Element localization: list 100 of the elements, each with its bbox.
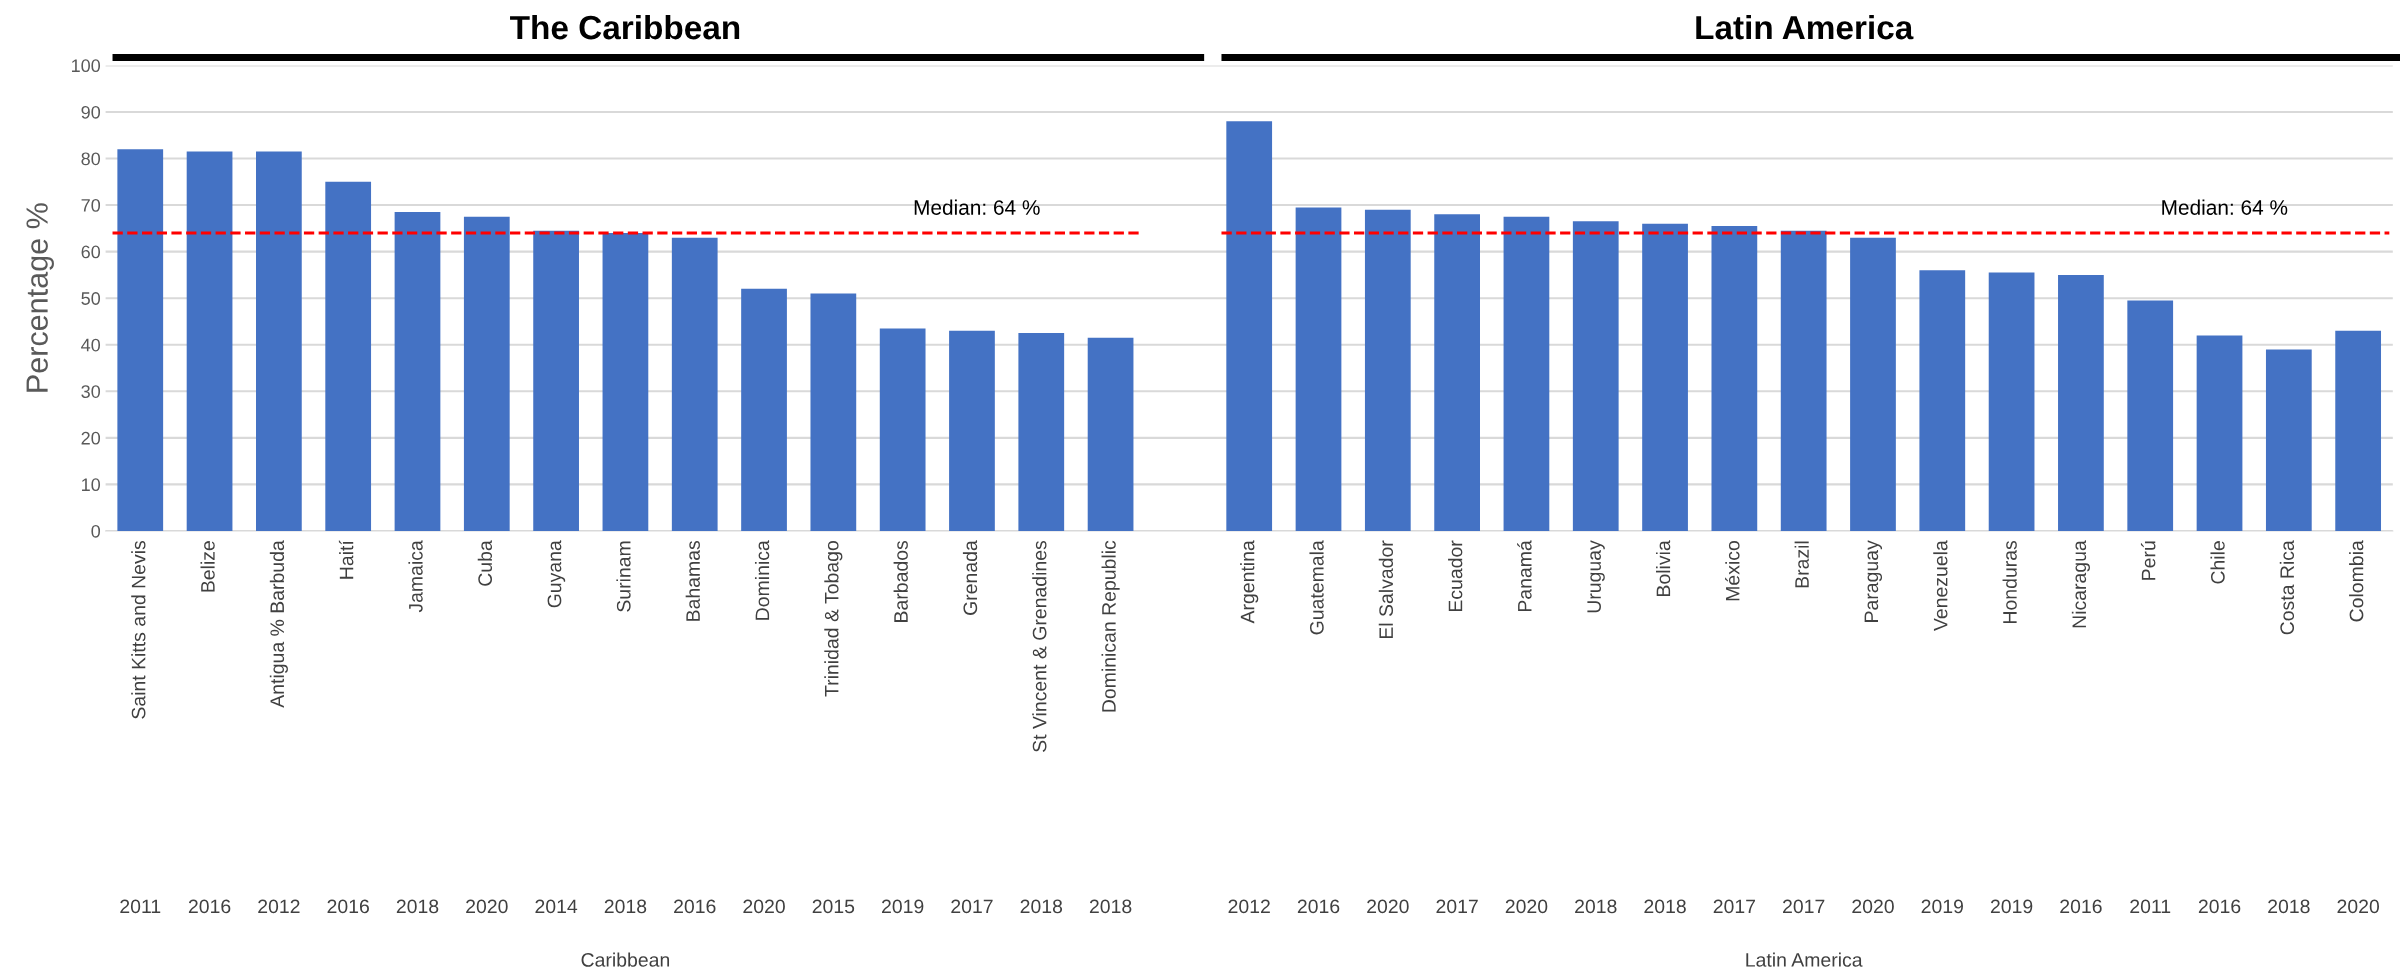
- text: 2012: [258, 899, 300, 914]
- bar: [256, 151, 302, 531]
- text: 2018: [1089, 899, 1132, 914]
- y-tick-label: 50: [81, 292, 101, 305]
- bar: [810, 293, 857, 531]
- text: 2016: [327, 899, 369, 914]
- text: 2018: [604, 899, 647, 914]
- x-tick-label: Ecuador: [1448, 540, 1463, 612]
- x-tick-label: Costa Rica: [2279, 540, 2295, 635]
- text: 2015: [812, 899, 855, 914]
- text: 2018: [1575, 899, 1617, 914]
- x-tick-label: Dominican Republic: [1101, 540, 1120, 712]
- x-tick-label: Nicaragua: [2071, 540, 2090, 628]
- bar: [1018, 333, 1065, 531]
- bar: [1226, 121, 1273, 531]
- y-axis-title: Percentage %: [26, 203, 54, 392]
- bar: [2196, 335, 2243, 531]
- bar: [1087, 337, 1134, 531]
- y-tick-label: 0: [91, 524, 101, 538]
- text: 2017: [951, 899, 993, 914]
- x-tick-label: St Vincent & Grenadines: [1032, 540, 1047, 752]
- bar: [1919, 270, 1966, 531]
- bar: [117, 149, 164, 531]
- y-tick-label: 20: [81, 431, 101, 445]
- x-tick-label: Trinidad & Tobago: [824, 541, 843, 697]
- bar: [2058, 274, 2104, 531]
- text: 2019: [882, 899, 924, 914]
- x-tick-label: Brazil: [1794, 541, 1809, 588]
- text: 2020: [1367, 899, 1409, 914]
- x-tick-label: Guyana: [547, 540, 566, 608]
- x-tick-label: Bahamas: [685, 540, 700, 621]
- x-tick-label: Chile: [2210, 541, 2225, 584]
- x-tick-label: Dominica: [754, 540, 770, 620]
- text: 2019: [1921, 899, 1963, 914]
- bar: [1642, 223, 1688, 531]
- text: 2018: [2268, 899, 2310, 914]
- x-tick-label: Cuba: [477, 540, 493, 586]
- text: The Caribbean: [510, 14, 740, 40]
- bar: [325, 181, 372, 531]
- bar: [741, 288, 787, 531]
- annotation: Median: 64 %: [2162, 199, 2288, 215]
- text: 2020: [1505, 899, 1548, 914]
- bar: [671, 237, 718, 531]
- x-tick-label: Jamaica: [408, 540, 423, 613]
- bar: [394, 212, 441, 531]
- y-tick-label: 80: [81, 152, 101, 166]
- bar: [2127, 300, 2174, 531]
- x-tick-label: Surinam: [616, 541, 631, 612]
- x-tick-label: Grenada: [962, 540, 978, 615]
- y-tick-label: 10: [82, 478, 101, 492]
- bar: [186, 151, 233, 531]
- bar: [463, 216, 510, 531]
- text: 2011: [120, 899, 161, 914]
- bar: [879, 328, 926, 531]
- bar: [1850, 237, 1896, 531]
- bar: [1572, 221, 1619, 531]
- text: 2011: [2130, 899, 2171, 914]
- y-tick-label: 90: [81, 105, 101, 119]
- text: Caribbean: [581, 952, 670, 967]
- x-tick-label: Argentina: [1240, 540, 1259, 624]
- bar: [1295, 207, 1342, 531]
- x-tick-label: Colombia: [2349, 540, 2364, 622]
- bar: [1780, 230, 1827, 531]
- bar: [602, 232, 649, 531]
- bar: [1503, 216, 1550, 531]
- text: 2016: [1297, 899, 1340, 914]
- bar: [1434, 214, 1480, 531]
- text: 2017: [1436, 899, 1478, 914]
- text: 2017: [1783, 899, 1825, 914]
- text: 2020: [743, 899, 785, 914]
- y-tick-label: 30: [81, 385, 101, 398]
- text: 2016: [674, 899, 716, 914]
- text: 2020: [466, 899, 508, 914]
- bar: [2335, 330, 2382, 531]
- text: 2016: [2060, 899, 2102, 914]
- x-tick-label: El Salvador: [1378, 540, 1394, 639]
- x-tick-label: Panamá: [1517, 540, 1532, 612]
- ref-line-label: Median: 64 %: [914, 199, 1040, 215]
- text: 2020: [1852, 899, 1894, 914]
- y-tick-label: 70: [81, 198, 101, 212]
- x-tick-label: Paraguay: [1864, 540, 1883, 622]
- bar: [533, 230, 579, 531]
- x-tick-label: Antigua % Barbuda: [269, 540, 288, 708]
- text: 2016: [188, 899, 231, 914]
- text: 2020: [2337, 899, 2380, 914]
- y-tick-label: 40: [81, 338, 101, 352]
- x-tick-label: Bolivia: [1655, 540, 1671, 596]
- text: 2019: [1990, 899, 2033, 914]
- bar: [1364, 209, 1411, 531]
- text: 2018: [1020, 899, 1063, 914]
- x-tick-label: México: [1725, 541, 1740, 601]
- y-tick-label: 100: [71, 59, 101, 73]
- text: Latin America: [1696, 14, 1914, 40]
- x-tick-label: Honduras: [2002, 540, 2017, 623]
- bar: [2265, 349, 2312, 531]
- text: 2018: [396, 899, 439, 914]
- text: 2016: [2198, 899, 2241, 914]
- x-tick-label: Barbados: [893, 540, 908, 622]
- text: Latin America: [1746, 952, 1863, 967]
- text: 2014: [535, 899, 578, 914]
